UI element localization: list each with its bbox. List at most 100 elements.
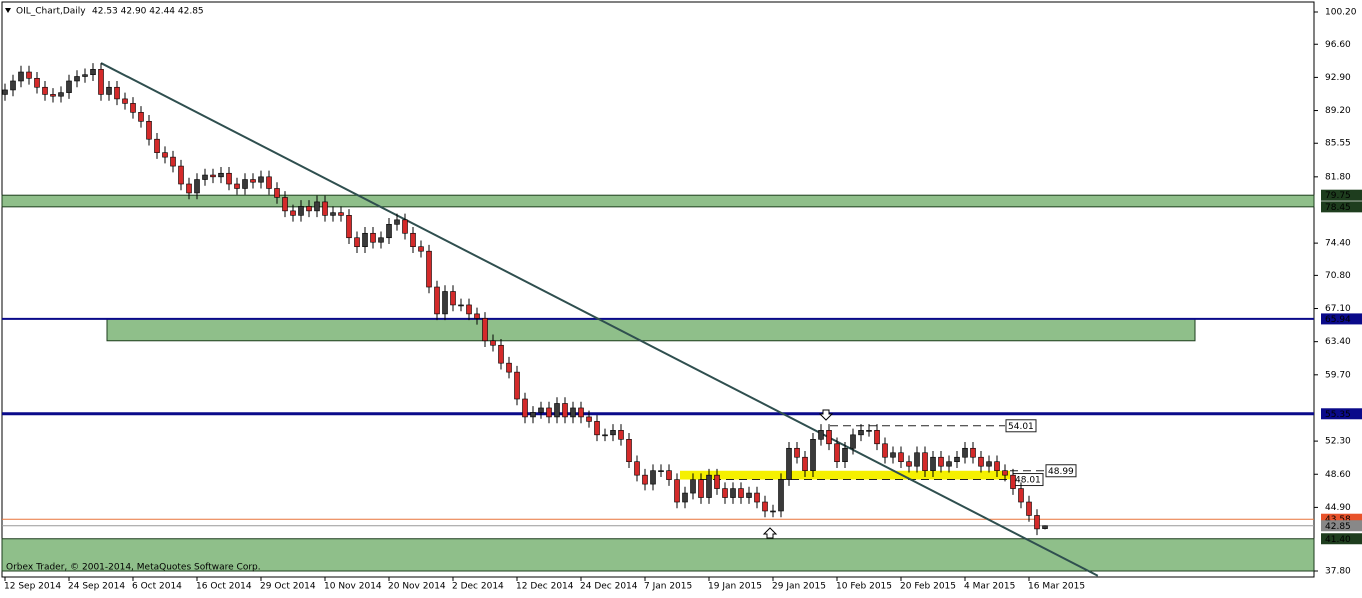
candle-body xyxy=(466,304,472,315)
candle-body xyxy=(810,439,816,471)
candle-body xyxy=(586,416,592,422)
x-tick-label: 4 Mar 2015 xyxy=(964,582,1015,592)
price-tag-label: 41.40 xyxy=(1325,535,1351,545)
plot-layer: 54.01 48.99 48.01 Orbex Trader, © 2001-2014… xyxy=(1,62,1315,577)
candle-body xyxy=(386,224,392,239)
candle-body xyxy=(418,246,424,252)
candle-body xyxy=(362,232,368,248)
candle-body xyxy=(194,179,200,194)
candle-body xyxy=(58,92,64,97)
candle-body xyxy=(706,474,712,498)
candle-body xyxy=(666,470,672,480)
y-tick-label: 85.55 xyxy=(1325,139,1351,149)
candle-body xyxy=(562,403,568,418)
candle-body xyxy=(858,430,864,436)
candle-body xyxy=(42,86,48,95)
candle-body xyxy=(786,447,792,480)
level-label-box xyxy=(1045,464,1077,478)
candle-body xyxy=(738,488,744,498)
candle-body xyxy=(1002,470,1008,476)
price-tag xyxy=(1321,533,1362,545)
candle-body xyxy=(90,69,96,76)
x-tick-label: 12 Dec 2014 xyxy=(516,582,574,592)
price-tag-label: 79.75 xyxy=(1325,191,1351,201)
candle-body xyxy=(554,403,560,418)
candle-body xyxy=(2,89,8,95)
y-tick-label: 74.40 xyxy=(1325,239,1351,249)
candle-body xyxy=(578,407,584,418)
candle-body xyxy=(290,210,296,216)
candle-body xyxy=(954,456,960,463)
candle-body xyxy=(914,452,920,467)
candle-body xyxy=(250,179,256,183)
price-tag xyxy=(1321,513,1362,525)
candle-body xyxy=(450,291,456,306)
y-tick-label: 100.20 xyxy=(1325,8,1357,18)
candle-body xyxy=(34,77,40,88)
y-tick-label: 67.10 xyxy=(1325,304,1351,314)
candle-body xyxy=(282,197,288,212)
candle-body xyxy=(474,313,480,319)
price-tag xyxy=(1321,520,1362,532)
candle-body xyxy=(714,474,720,489)
y-tick-label: 59.70 xyxy=(1325,370,1351,380)
candle-body xyxy=(394,219,400,225)
candle-body xyxy=(82,74,88,77)
candle-body xyxy=(314,201,320,212)
candle-body xyxy=(178,165,184,185)
price-tag xyxy=(1321,201,1362,213)
candle-body xyxy=(226,172,232,185)
candle-body xyxy=(922,452,928,471)
candle-body xyxy=(818,430,824,440)
support-zone xyxy=(106,318,1196,342)
candle-body xyxy=(122,98,128,104)
y-tick-label: 48.60 xyxy=(1325,470,1351,480)
candle-body xyxy=(1042,525,1048,529)
candle-body xyxy=(626,439,632,463)
candle-body xyxy=(642,474,648,485)
candle-body xyxy=(482,318,488,342)
x-tick-label: 10 Nov 2014 xyxy=(324,582,382,592)
candle-body xyxy=(114,86,120,100)
candle-body xyxy=(546,407,552,418)
price-tag xyxy=(1321,313,1362,325)
highlight-band xyxy=(680,470,1010,480)
y-tick-label: 89.20 xyxy=(1325,106,1351,116)
y-tick-label: 81.80 xyxy=(1325,172,1351,182)
candle-body xyxy=(370,232,376,243)
candle-body xyxy=(98,69,104,95)
candle-body xyxy=(826,430,832,445)
candle-body xyxy=(658,470,664,472)
candle-body xyxy=(842,447,848,463)
candle-body xyxy=(266,176,272,189)
candle-body xyxy=(258,176,264,183)
candle-body xyxy=(634,461,640,476)
candle-body xyxy=(346,215,352,239)
candle-body xyxy=(994,461,1000,471)
arrow-down xyxy=(818,409,834,421)
trendline xyxy=(100,62,1099,577)
candle-body xyxy=(458,304,464,307)
candle-body xyxy=(186,183,192,194)
candle-body xyxy=(66,80,72,93)
candle-body xyxy=(26,71,32,79)
price-tag-label: 43.58 xyxy=(1325,515,1351,525)
candle-body xyxy=(1026,501,1032,516)
candle-body xyxy=(882,443,888,458)
candle-body xyxy=(354,237,360,248)
x-tick-label: 19 Jan 2015 xyxy=(708,582,762,592)
support-zone xyxy=(1,194,1315,208)
candle-body xyxy=(106,86,112,95)
y-tick-label: 52.30 xyxy=(1325,437,1351,447)
candle-body xyxy=(938,456,944,467)
candle-body xyxy=(962,447,968,458)
x-tick-label: 20 Nov 2014 xyxy=(388,582,446,592)
y-tick-label: 44.90 xyxy=(1325,503,1351,513)
candle-body xyxy=(802,456,808,471)
candle-body xyxy=(682,492,688,503)
candle-body xyxy=(1018,488,1024,503)
candle-body xyxy=(874,430,880,445)
candle-body xyxy=(330,212,336,216)
candle-body xyxy=(234,183,240,189)
candle-body xyxy=(602,434,608,437)
